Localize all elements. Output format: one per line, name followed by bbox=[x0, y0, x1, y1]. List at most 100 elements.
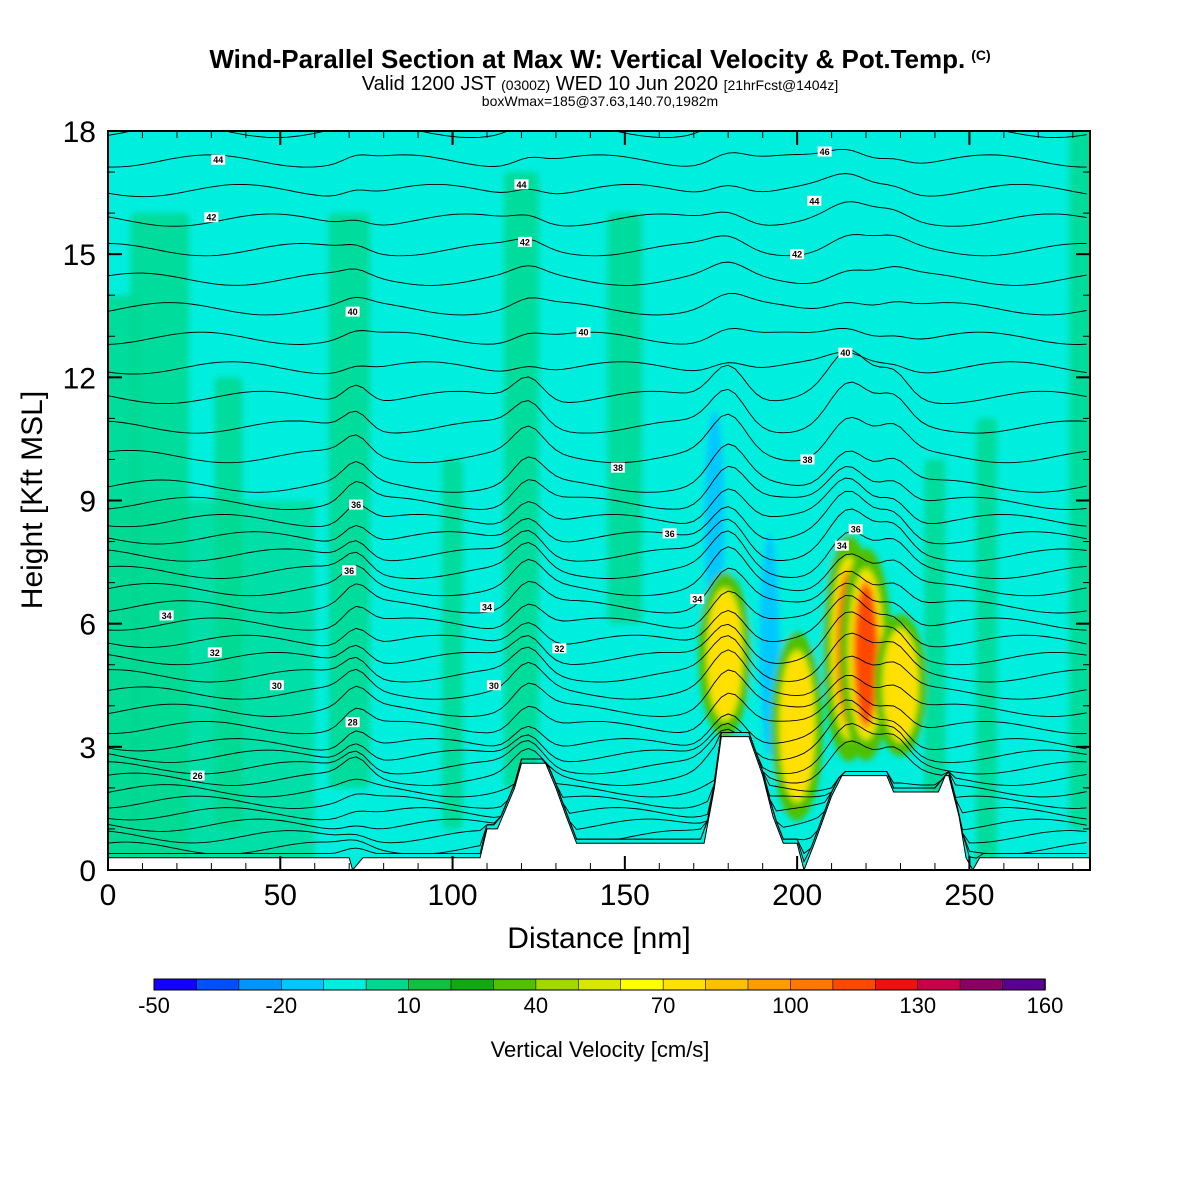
theta-label-bg bbox=[345, 717, 360, 728]
theta-label-bg bbox=[159, 610, 174, 621]
theta-label: 34 bbox=[834, 540, 849, 551]
theta-isoline bbox=[108, 732, 1087, 786]
terrain bbox=[108, 736, 1090, 870]
theta-label: 36 bbox=[848, 524, 863, 535]
theta-isoline bbox=[108, 508, 1087, 562]
theta-label-bg bbox=[514, 179, 529, 190]
theta-label-text: 30 bbox=[489, 681, 499, 691]
theta-label: 30 bbox=[269, 680, 284, 691]
theta-isoline bbox=[108, 546, 1087, 597]
colorbar-swatch bbox=[747, 978, 792, 991]
colorbar-swatch bbox=[620, 978, 664, 991]
theta-label: 32 bbox=[207, 647, 222, 658]
y-tick-label: 0 bbox=[79, 855, 96, 888]
theta-label-text: 36 bbox=[851, 525, 861, 535]
theta-label-text: 44 bbox=[809, 196, 819, 206]
colorbar-tick-label: -20 bbox=[265, 993, 297, 1018]
y-tick-label: 3 bbox=[79, 732, 96, 765]
theta-label-bg bbox=[269, 680, 284, 691]
colorbar-tick-label: 130 bbox=[899, 993, 936, 1018]
theta-label: 36 bbox=[342, 565, 357, 576]
chart-title: Wind-Parallel Section at Max W: Vertical… bbox=[0, 44, 1200, 75]
theta-isoline bbox=[108, 732, 1087, 809]
theta-isoline bbox=[108, 201, 1087, 227]
colorbar-swatch bbox=[153, 978, 198, 991]
colorbar-tick-label: 160 bbox=[1027, 993, 1064, 1018]
box-info: boxWmax=185@37.63,140.70,1982m bbox=[481, 93, 719, 109]
colorbar-swatch bbox=[535, 978, 580, 991]
y-tick-label: 12 bbox=[63, 362, 96, 395]
theta-label: 42 bbox=[204, 212, 219, 223]
x-tick-label: 50 bbox=[264, 879, 297, 912]
theta-isoline bbox=[108, 723, 1087, 775]
weak-updraft-band bbox=[924, 459, 946, 829]
theta-label-text: 34 bbox=[692, 595, 702, 605]
theta-isoline bbox=[108, 732, 1087, 798]
theta-label: 34 bbox=[690, 594, 705, 605]
colorbar-swatch bbox=[1002, 978, 1046, 991]
weak-updraft-band bbox=[504, 172, 539, 788]
theta-label-bg bbox=[690, 594, 705, 605]
colorbar-tick-label: 10 bbox=[396, 993, 420, 1018]
colorbar-swatch bbox=[917, 978, 961, 991]
theta-label: 42 bbox=[517, 236, 532, 247]
theta-isoline bbox=[108, 327, 1087, 345]
colorbar-tick-label: 70 bbox=[651, 993, 675, 1018]
x-tick-label: 100 bbox=[428, 879, 478, 912]
colorbar-swatch bbox=[196, 978, 240, 991]
colorbar-swatch bbox=[238, 978, 283, 991]
theta-label-text: 34 bbox=[837, 541, 847, 551]
theta-label-bg bbox=[190, 770, 205, 781]
theta-label-text: 44 bbox=[213, 155, 223, 165]
theta-label: 34 bbox=[159, 610, 174, 621]
theta-isoline bbox=[108, 443, 1087, 493]
theta-label-text: 32 bbox=[210, 648, 220, 658]
theta-label-bg bbox=[610, 462, 625, 473]
theta-label-bg bbox=[342, 565, 357, 576]
theta-isoline bbox=[108, 594, 1087, 648]
theta-label-bg bbox=[800, 454, 815, 465]
theta-label: 44 bbox=[211, 154, 226, 165]
theta-label: 28 bbox=[345, 717, 360, 728]
theta-label-text: 26 bbox=[193, 771, 203, 781]
theta-label: 38 bbox=[800, 454, 815, 465]
theta-label-text: 40 bbox=[348, 307, 358, 317]
updraft-core-level bbox=[708, 591, 741, 718]
theta-label-text: 32 bbox=[554, 644, 564, 654]
theta-isoline bbox=[108, 293, 1087, 316]
theta-label: 30 bbox=[486, 680, 501, 691]
colorbar-swatch bbox=[577, 978, 622, 991]
theta-label-bg bbox=[662, 528, 677, 539]
theta-label-bg bbox=[848, 524, 863, 535]
weak-updraft-band bbox=[607, 213, 643, 624]
colorbar-swatch bbox=[493, 978, 537, 991]
y-tick-label: 6 bbox=[79, 609, 96, 642]
theta-label-bg bbox=[207, 647, 222, 658]
theta-label: 38 bbox=[610, 462, 625, 473]
theta-label-bg bbox=[552, 643, 567, 654]
theta-label-bg bbox=[480, 602, 495, 613]
theta-label: 46 bbox=[817, 146, 832, 157]
theta-isoline bbox=[108, 350, 1087, 405]
theta-label-bg bbox=[838, 347, 853, 358]
y-tick-label: 18 bbox=[63, 116, 96, 149]
colorbar-tick-label: 40 bbox=[524, 993, 548, 1018]
colorbar-swatch bbox=[323, 978, 367, 991]
theta-label-bg bbox=[486, 680, 501, 691]
theta-label-bg bbox=[349, 499, 364, 510]
colorbar-tick-label: 100 bbox=[772, 993, 809, 1018]
theta-label-bg bbox=[211, 154, 226, 165]
theta-isoline bbox=[108, 687, 1087, 735]
theta-contours bbox=[108, 131, 1087, 863]
colorbar-swatch bbox=[874, 978, 919, 991]
theta-isoline bbox=[108, 413, 1087, 464]
theta-label-bg bbox=[517, 236, 532, 247]
theta-label: 40 bbox=[345, 306, 360, 317]
y-tick-label: 15 bbox=[63, 239, 96, 272]
theta-label-bg bbox=[576, 327, 591, 338]
theta-isoline bbox=[108, 261, 1087, 286]
theta-label: 26 bbox=[190, 770, 205, 781]
theta-label-bg bbox=[790, 249, 805, 260]
theta-isoline bbox=[108, 173, 1087, 198]
